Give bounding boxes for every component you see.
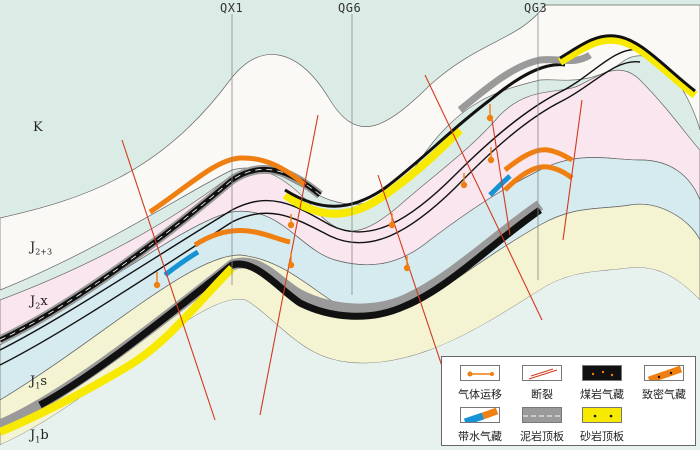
mudstone-cap xyxy=(457,51,592,113)
strata-label-j2x: J2x xyxy=(30,294,48,311)
migration-arrow xyxy=(460,173,468,189)
migration-arrow xyxy=(287,214,295,229)
mudstone-swatch xyxy=(522,407,562,423)
legend-coal-gas: 煤岩气藏 xyxy=(570,365,634,402)
sandstone-cap-crest xyxy=(557,35,698,99)
sandstone-swatch xyxy=(582,407,622,423)
legend-label: 断裂 xyxy=(531,388,553,401)
migration-arrow xyxy=(486,104,494,122)
migration-arrow xyxy=(487,147,495,164)
boundary-line xyxy=(0,61,641,366)
tight-gas-qg3 xyxy=(503,164,574,192)
strata-label-k: K xyxy=(33,120,43,135)
tight-gas-swatch xyxy=(644,365,684,381)
tight-gas-mid xyxy=(193,228,291,248)
legend-label: 致密气藏 xyxy=(642,388,686,401)
coal-gas-swatch xyxy=(582,365,622,381)
lower-coal-seam xyxy=(38,207,543,409)
migration-arrow xyxy=(153,272,161,289)
coal-seam-qg6 xyxy=(284,63,566,208)
tight-gas-qg3 xyxy=(503,147,574,172)
water-gas-swatch xyxy=(460,407,500,423)
legend-water-gas: 带水气藏 xyxy=(448,407,512,444)
fault-line xyxy=(491,119,511,236)
legend-fault: 断裂 xyxy=(510,365,574,402)
legend-label: 砂岩顶板 xyxy=(580,430,624,443)
coal-seam-crest xyxy=(559,34,696,93)
legend-label: 泥岩顶板 xyxy=(520,430,564,443)
legend-label: 带水气藏 xyxy=(458,430,502,443)
strata-label-j1b: J1b xyxy=(30,428,49,445)
well-label-qg6: QG6 xyxy=(338,1,362,15)
water-gas-qg3 xyxy=(488,174,512,197)
migration-arrow xyxy=(388,213,396,229)
legend-tight-gas: 致密气藏 xyxy=(632,365,696,402)
migration-arrow xyxy=(403,256,411,272)
well-label-qx1: QX1 xyxy=(220,1,244,15)
legend-label: 气体运移 xyxy=(458,388,502,401)
water-gas-mid xyxy=(163,249,200,277)
legend-sandstone: 砂岩顶板 xyxy=(570,407,634,444)
legend-mudstone: 泥岩顶板 xyxy=(510,407,574,444)
strata-label-j23: J2+3 xyxy=(30,240,53,257)
fault-line xyxy=(121,139,216,421)
legend: 气体运移 断裂 煤岩气藏 致密气藏 带水气藏 xyxy=(441,356,696,446)
gas-migration-arrows xyxy=(153,104,495,289)
boundary-line xyxy=(0,48,641,351)
well-label-qg3: QG3 xyxy=(524,1,548,15)
legend-gas-migration: 气体运移 xyxy=(448,365,512,402)
migration-arrow xyxy=(287,252,295,269)
lower-sandstone xyxy=(0,265,235,436)
fault-line xyxy=(562,99,583,241)
legend-label: 煤岩气藏 xyxy=(580,388,624,401)
strata-label-j1s: J1s xyxy=(30,374,47,391)
tight-gas-upper xyxy=(148,155,307,215)
upper-coal-highlight xyxy=(0,168,321,341)
gas-migration-swatch xyxy=(460,365,500,381)
fault-line xyxy=(424,74,543,321)
fault-swatch xyxy=(522,365,562,381)
